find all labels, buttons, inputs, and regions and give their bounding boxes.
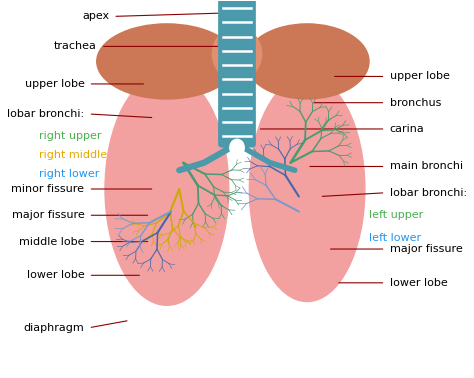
Text: right lower: right lower bbox=[39, 169, 100, 179]
Text: minor fissure: minor fissure bbox=[11, 184, 84, 194]
FancyBboxPatch shape bbox=[219, 0, 255, 147]
Text: right middle: right middle bbox=[39, 150, 107, 160]
Text: main bronchi: main bronchi bbox=[390, 161, 463, 172]
Text: lobar bronchi:: lobar bronchi: bbox=[7, 109, 84, 119]
Ellipse shape bbox=[97, 24, 237, 99]
Text: lower lobe: lower lobe bbox=[390, 278, 447, 288]
Text: upper lobe: upper lobe bbox=[25, 79, 84, 89]
Text: carina: carina bbox=[390, 124, 424, 134]
Ellipse shape bbox=[249, 76, 365, 302]
Text: lobar bronchi:: lobar bronchi: bbox=[390, 188, 467, 198]
Text: left lower: left lower bbox=[369, 233, 421, 243]
Text: left upper: left upper bbox=[369, 210, 423, 220]
Text: diaphragm: diaphragm bbox=[24, 323, 84, 333]
Ellipse shape bbox=[245, 24, 369, 99]
Text: trachea: trachea bbox=[54, 42, 97, 51]
Text: apex: apex bbox=[82, 11, 109, 22]
Text: lower lobe: lower lobe bbox=[27, 270, 84, 280]
Text: major fissure: major fissure bbox=[12, 210, 84, 220]
Text: upper lobe: upper lobe bbox=[390, 71, 449, 81]
Text: right upper: right upper bbox=[39, 132, 101, 141]
Text: middle lobe: middle lobe bbox=[19, 237, 84, 246]
Text: bronchus: bronchus bbox=[390, 98, 441, 108]
Ellipse shape bbox=[230, 139, 244, 156]
Text: major fissure: major fissure bbox=[390, 244, 462, 254]
Ellipse shape bbox=[212, 28, 262, 80]
Ellipse shape bbox=[105, 73, 229, 305]
